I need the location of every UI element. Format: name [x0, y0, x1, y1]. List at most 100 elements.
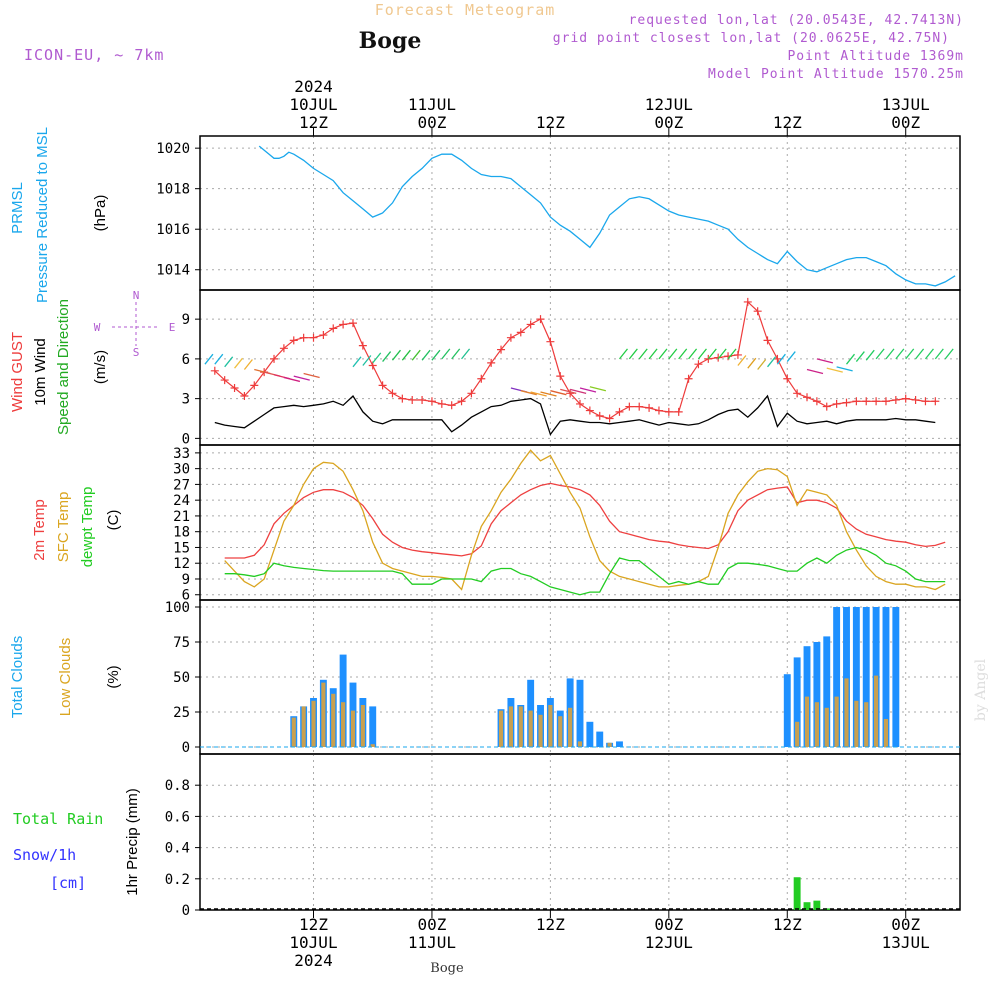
top-date-label: 11JUL — [408, 95, 456, 114]
wind-arrow — [776, 353, 786, 365]
low-cloud-bar — [498, 710, 504, 747]
wind-arrow — [944, 348, 954, 360]
gust-marker — [270, 354, 279, 363]
wind-arrow — [786, 351, 796, 362]
low-cloud-bar — [844, 678, 849, 747]
compass-e: E — [169, 321, 176, 334]
low-cloud-bar — [301, 706, 306, 747]
total-cloud-bar — [852, 607, 860, 747]
gust-marker — [862, 397, 871, 406]
total-cloud-bar — [586, 721, 594, 747]
ytick-label: 6 — [182, 352, 190, 368]
wind-arrow — [875, 348, 885, 360]
wind-arrow — [303, 372, 320, 379]
precip-series — [200, 877, 960, 910]
gust-marker — [358, 341, 367, 350]
bottom-year-label: 2024 — [294, 951, 333, 970]
wind-arrow — [845, 353, 856, 365]
compass-n: N — [133, 289, 140, 302]
wind-arrow — [560, 388, 577, 394]
cloud-series — [200, 607, 960, 748]
low-cloud-bar — [291, 717, 296, 747]
rain-bar — [813, 900, 821, 910]
wind-arrow — [737, 355, 747, 366]
gust-marker — [289, 336, 298, 345]
compass-w: W — [94, 321, 101, 334]
bottom-time-label: 00Z — [891, 915, 920, 934]
total-cloud-bar — [892, 607, 900, 747]
cloud-ylabel-unit: (%) — [105, 665, 122, 688]
total-cloud-bar — [576, 679, 584, 747]
gust-marker — [852, 397, 861, 406]
wind-arrow — [658, 348, 668, 360]
gust-marker — [378, 381, 387, 390]
low-cloud-bar — [518, 706, 523, 747]
total-cloud-bar — [862, 607, 870, 747]
wind-arrow — [530, 391, 547, 397]
location-title: Boge — [359, 28, 422, 54]
pressure-ylabel-prmsl: PRMSL — [9, 182, 26, 234]
cloud-ylabels: Total Clouds Low Clouds (%) — [9, 636, 122, 719]
bottom-time-label: 00Z — [654, 915, 683, 934]
wind-arrow — [678, 348, 688, 360]
wind-arrow — [461, 348, 471, 360]
gust-marker — [339, 320, 348, 329]
gust-marker — [763, 336, 772, 345]
low-cloud-bar — [824, 707, 829, 747]
gust-marker — [812, 397, 821, 406]
ytick-label: 1018 — [156, 182, 190, 198]
precip-ylabel: 1hr Precip (mm) — [124, 788, 141, 896]
wind-arrow — [204, 353, 214, 365]
gust-marker — [408, 395, 417, 404]
ytick-label: 15 — [173, 540, 190, 556]
total-cloud-bar — [793, 657, 801, 747]
top-date-label: 13JUL — [882, 95, 930, 114]
wind-arrow — [638, 348, 648, 360]
wind-arrow — [540, 391, 557, 397]
total-cloud-bar — [843, 607, 850, 747]
ytick-label: 21 — [173, 509, 190, 525]
gust-marker — [477, 374, 486, 383]
ytick-label: 6 — [182, 588, 190, 604]
gust-marker — [250, 381, 259, 390]
wind-arrow — [382, 351, 392, 362]
low-cloud-bar — [370, 744, 375, 747]
gust-marker — [506, 333, 515, 342]
gust-marker — [497, 345, 506, 354]
top-time-label: 12Z — [536, 113, 565, 132]
wind-arrow — [283, 376, 301, 383]
temp-ylabels: 2m Temp SFC Temp dewpt Temp (C) — [31, 487, 122, 568]
wind-arrow — [747, 357, 757, 369]
wind-arrow — [431, 349, 441, 361]
wind10m-line — [214, 394, 936, 436]
wind-arrow — [934, 348, 944, 360]
precip-labels: Total Rain Snow/1h [cm] 1hr Precip (mm) — [13, 788, 141, 896]
low-cloud-bar — [864, 702, 869, 747]
rain-bar — [793, 877, 801, 910]
gust-marker — [743, 297, 752, 306]
requested-coords: requested lon,lat (20.0543E, 42.7413N) — [629, 13, 964, 28]
gust-marker — [881, 397, 890, 406]
ytick-label: 1014 — [156, 263, 190, 279]
gust-marker — [753, 307, 762, 316]
low-cloud-bar — [814, 702, 819, 747]
wind-ylabel-speed: Speed and Direction — [55, 299, 72, 435]
wind-arrow — [441, 348, 451, 360]
ytick-label: 1016 — [156, 222, 190, 238]
bottom-date-label: 10JUL — [289, 933, 337, 952]
precip-legend-unit: [cm] — [50, 874, 86, 892]
low-cloud-bar — [331, 693, 336, 747]
top-time-label: 00Z — [417, 113, 446, 132]
bottom-time-label: 00Z — [417, 915, 446, 934]
gust-marker — [714, 353, 723, 362]
total-cloud-bar — [339, 654, 347, 747]
top-year-label: 2024 — [294, 77, 333, 96]
credit-watermark: by Angel — [973, 658, 989, 721]
gust-marker — [447, 401, 456, 410]
pressure-series — [258, 145, 956, 287]
bottom-time-label: 12Z — [536, 915, 565, 934]
model-label: ICON-EU, ~ 7km — [24, 46, 164, 64]
low-cloud-bar — [568, 707, 573, 747]
ytick-label: 3 — [182, 392, 190, 408]
low-cloud-bar — [528, 710, 533, 747]
